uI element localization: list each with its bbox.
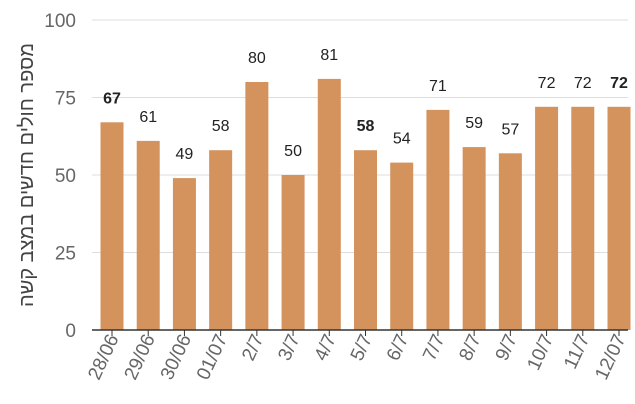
bar-8 [390, 162, 414, 330]
data-label-8: 54 [393, 131, 411, 148]
data-label-13: 72 [574, 75, 592, 92]
bar-14 [607, 106, 631, 330]
bars [100, 78, 631, 331]
bar-9 [426, 109, 450, 331]
y-tick-label: 100 [44, 11, 76, 32]
bar-12 [535, 106, 559, 330]
bar-5 [281, 175, 305, 330]
x-tick-label-3: 01/07 [193, 331, 232, 383]
y-axis-ticks: 0 25 50 75 100 [44, 11, 76, 342]
bar-2 [172, 178, 196, 330]
data-label-1: 61 [139, 109, 157, 126]
data-label-12: 72 [538, 75, 556, 92]
data-label-11: 57 [501, 121, 519, 138]
y-tick-label: 25 [55, 244, 76, 265]
y-tick-label: 75 [55, 89, 76, 110]
x-tick-label-7: 5/7 [347, 331, 377, 364]
x-tick-label-13: 11/7 [560, 331, 594, 372]
x-tick-label-9: 7/7 [419, 331, 449, 364]
y-tick-label: 0 [65, 321, 76, 342]
x-tick-label-11: 9/7 [492, 331, 522, 364]
data-labels: 67 61 49 58 80 50 81 58 54 71 59 57 72 72 72 [103, 47, 628, 163]
x-tick-label-10: 8/7 [455, 331, 485, 364]
bar-7 [354, 150, 377, 330]
x-tick-label-6: 4/7 [311, 331, 341, 364]
data-label-3: 58 [212, 118, 230, 135]
bar-10 [462, 147, 486, 330]
data-label-9: 71 [429, 78, 447, 95]
bar-3 [209, 150, 233, 330]
bar-11 [498, 153, 522, 330]
data-label-10: 59 [465, 115, 483, 132]
bar-0 [100, 122, 124, 330]
data-label-4: 80 [248, 50, 266, 67]
data-label-7: 58 [357, 118, 375, 135]
x-tick-label-2: 30/06 [157, 331, 196, 383]
data-label-2: 49 [176, 146, 194, 163]
data-label-0: 67 [103, 90, 121, 107]
x-tick-label-0: 28/06 [84, 331, 123, 383]
x-tick-label-5: 3/7 [274, 331, 304, 364]
y-tick-label: 50 [55, 166, 76, 187]
x-tick-label-1: 29/06 [121, 331, 160, 383]
data-label-5: 50 [284, 143, 302, 160]
data-label-6: 81 [320, 47, 338, 64]
y-axis-title: מספר חולים חדשים במצב קשה [16, 43, 38, 307]
bar-1 [136, 140, 160, 330]
bar-4 [245, 82, 269, 330]
x-tick-label-14: 12/07 [591, 331, 630, 383]
x-tick-label-12: 10/7 [523, 331, 558, 373]
data-label-14: 72 [610, 75, 628, 92]
x-tick-label-8: 6/7 [383, 331, 413, 364]
x-tick-label-4: 2/7 [238, 331, 268, 364]
bar-6 [317, 78, 341, 331]
bar-13 [571, 106, 595, 330]
